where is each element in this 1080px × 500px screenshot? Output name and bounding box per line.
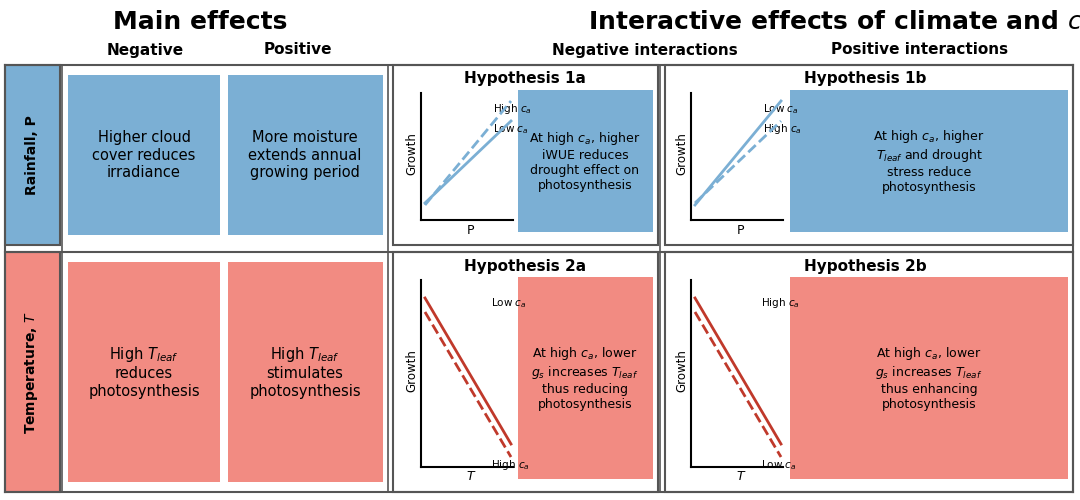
Text: Low $c_a$: Low $c_a$: [762, 102, 798, 116]
Text: Hypothesis 2a: Hypothesis 2a: [464, 258, 586, 274]
Text: Low $c_a$: Low $c_a$: [492, 122, 528, 136]
FancyBboxPatch shape: [665, 252, 1074, 492]
FancyBboxPatch shape: [518, 277, 653, 479]
FancyBboxPatch shape: [5, 252, 60, 492]
Text: At high $c_a$, lower
$g_s$ increases $T_{leaf}$
thus reducing
photosynthesis: At high $c_a$, lower $g_s$ increases $T_…: [531, 345, 638, 411]
Text: Hypothesis 1a: Hypothesis 1a: [464, 72, 586, 86]
Text: At high $c_a$, higher
$T_{leaf}$ and drought
stress reduce
photosynthesis: At high $c_a$, higher $T_{leaf}$ and dro…: [874, 128, 985, 194]
FancyBboxPatch shape: [789, 90, 1068, 232]
Text: Growth: Growth: [675, 350, 689, 393]
FancyBboxPatch shape: [393, 252, 658, 492]
Text: Negative interactions: Negative interactions: [552, 42, 738, 58]
FancyBboxPatch shape: [393, 65, 658, 245]
Text: Positive interactions: Positive interactions: [832, 42, 1009, 58]
Text: Growth: Growth: [405, 132, 419, 176]
FancyBboxPatch shape: [68, 262, 220, 482]
Text: High $c_a$: High $c_a$: [761, 296, 800, 310]
Text: Low $c_a$: Low $c_a$: [491, 296, 527, 310]
Text: P: P: [738, 224, 745, 236]
Text: High $T_{leaf}$
stimulates
photosynthesis: High $T_{leaf}$ stimulates photosynthesi…: [249, 345, 361, 399]
Text: Temperature, $T$: Temperature, $T$: [24, 310, 41, 434]
Text: Growth: Growth: [675, 132, 689, 176]
Text: High $c_a$: High $c_a$: [491, 458, 530, 472]
Text: Interactive effects of climate and $c_a$: Interactive effects of climate and $c_a$: [588, 8, 1080, 36]
Text: High $c_a$: High $c_a$: [762, 122, 801, 136]
Text: High $c_a$: High $c_a$: [492, 102, 531, 116]
FancyBboxPatch shape: [665, 65, 1074, 245]
Text: Growth: Growth: [405, 350, 419, 393]
Text: Hypothesis 2b: Hypothesis 2b: [804, 258, 927, 274]
FancyBboxPatch shape: [518, 90, 653, 232]
FancyBboxPatch shape: [68, 75, 220, 235]
Text: P: P: [468, 224, 475, 236]
Text: Rainfall, P: Rainfall, P: [25, 115, 39, 195]
Text: $T$: $T$: [735, 470, 746, 484]
Text: More moisture
extends annual
growing period: More moisture extends annual growing per…: [248, 130, 362, 180]
Text: Negative: Negative: [107, 42, 184, 58]
Text: Low $c_a$: Low $c_a$: [761, 458, 797, 472]
Text: High $T_{leaf}$
reduces
photosynthesis: High $T_{leaf}$ reduces photosynthesis: [89, 345, 200, 399]
Text: Positive: Positive: [264, 42, 333, 58]
FancyBboxPatch shape: [228, 75, 383, 235]
Text: At high $c_a$, higher
iWUE reduces
drought effect on
photosynthesis: At high $c_a$, higher iWUE reduces droug…: [529, 130, 640, 192]
Text: At high $c_a$, lower
$g_s$ increases $T_{leaf}$
thus enhancing
photosynthesis: At high $c_a$, lower $g_s$ increases $T_…: [876, 345, 983, 411]
FancyBboxPatch shape: [228, 262, 383, 482]
Text: Main effects: Main effects: [112, 10, 287, 34]
Text: Hypothesis 1b: Hypothesis 1b: [804, 72, 927, 86]
FancyBboxPatch shape: [789, 277, 1068, 479]
Text: $T$: $T$: [465, 470, 476, 484]
FancyBboxPatch shape: [5, 65, 60, 245]
Text: Higher cloud
cover reduces
irradiance: Higher cloud cover reduces irradiance: [92, 130, 195, 180]
